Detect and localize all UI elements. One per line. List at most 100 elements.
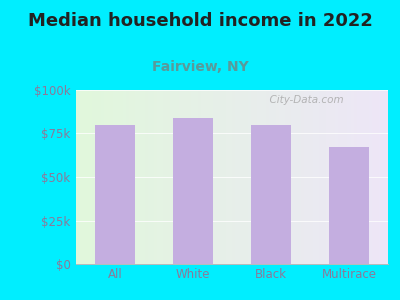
Bar (363, 90, 366, 264)
Bar (201, 90, 204, 264)
Bar (116, 90, 120, 264)
Bar (101, 90, 104, 264)
Bar (338, 90, 341, 264)
Bar (207, 90, 210, 264)
Bar (235, 90, 238, 264)
Bar (173, 118, 213, 264)
Bar (248, 90, 251, 264)
Bar (182, 90, 185, 264)
Bar (76, 90, 79, 264)
Bar (160, 90, 163, 264)
Bar (294, 90, 298, 264)
Bar (142, 90, 145, 264)
Bar (319, 90, 322, 264)
Bar (369, 90, 372, 264)
Bar (129, 90, 132, 264)
Bar (173, 90, 176, 264)
Text: Fairview, NY: Fairview, NY (152, 60, 248, 74)
Bar (279, 90, 282, 264)
Bar (335, 90, 338, 264)
Bar (288, 90, 291, 264)
Bar (266, 90, 270, 264)
Bar (226, 90, 229, 264)
Bar (257, 90, 260, 264)
Bar (251, 125, 291, 264)
Bar (232, 90, 235, 264)
Bar (344, 90, 348, 264)
Bar (307, 90, 310, 264)
Bar (301, 90, 304, 264)
Bar (313, 90, 316, 264)
Bar (310, 90, 313, 264)
Bar (110, 90, 114, 264)
Bar (341, 90, 344, 264)
Bar (95, 90, 98, 264)
Bar (229, 90, 232, 264)
Bar (213, 90, 216, 264)
Bar (176, 90, 179, 264)
Bar (166, 90, 170, 264)
Bar (272, 90, 276, 264)
Bar (204, 90, 207, 264)
Bar (179, 90, 182, 264)
Bar (260, 90, 263, 264)
Bar (357, 90, 360, 264)
Bar (120, 90, 123, 264)
Bar (188, 90, 192, 264)
Bar (223, 90, 226, 264)
Bar (316, 90, 319, 264)
Bar (332, 90, 335, 264)
Bar (244, 90, 248, 264)
Bar (145, 90, 148, 264)
Bar (132, 90, 135, 264)
Bar (298, 90, 301, 264)
Bar (372, 90, 376, 264)
Bar (241, 90, 244, 264)
Bar (98, 90, 101, 264)
Bar (285, 90, 288, 264)
Bar (379, 90, 382, 264)
Bar (107, 90, 110, 264)
Bar (88, 90, 92, 264)
Bar (251, 90, 254, 264)
Bar (282, 90, 285, 264)
Bar (170, 90, 173, 264)
Bar (270, 90, 272, 264)
Bar (329, 90, 332, 264)
Bar (385, 90, 388, 264)
Bar (192, 90, 194, 264)
Text: Median household income in 2022: Median household income in 2022 (28, 12, 372, 30)
Bar (360, 90, 363, 264)
Bar (82, 90, 85, 264)
Bar (148, 90, 151, 264)
Bar (154, 90, 157, 264)
Bar (304, 90, 307, 264)
Bar (138, 90, 142, 264)
Bar (157, 90, 160, 264)
Bar (350, 90, 354, 264)
Bar (123, 90, 126, 264)
Bar (126, 90, 129, 264)
Bar (254, 90, 257, 264)
Bar (151, 90, 154, 264)
Bar (348, 90, 350, 264)
Bar (216, 90, 220, 264)
Bar (85, 90, 88, 264)
Bar (198, 90, 201, 264)
Bar (210, 90, 213, 264)
Bar (238, 90, 241, 264)
Bar (354, 90, 357, 264)
Bar (276, 90, 279, 264)
Bar (194, 90, 198, 264)
Bar (95, 125, 135, 264)
Bar (382, 90, 385, 264)
Bar (366, 90, 369, 264)
Bar (114, 90, 116, 264)
Bar (291, 90, 294, 264)
Bar (376, 90, 379, 264)
Text: City-Data.com: City-Data.com (263, 95, 344, 105)
Bar (220, 90, 223, 264)
Bar (104, 90, 107, 264)
Bar (79, 90, 82, 264)
Bar (326, 90, 329, 264)
